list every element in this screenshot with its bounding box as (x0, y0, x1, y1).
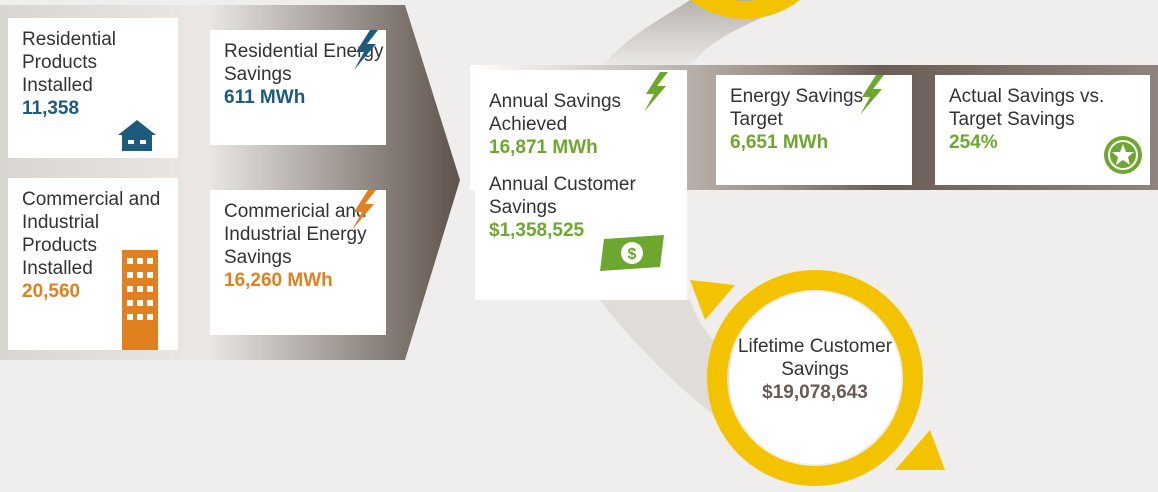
bolt-icon (354, 30, 378, 70)
label: Actual Savings vs. Target Savings (949, 86, 1105, 130)
money-icon: $ (600, 235, 664, 271)
panel: Actual Savings vs. Target Savings 254% (935, 75, 1150, 185)
value: 20,560 (22, 281, 81, 302)
value: 254% (949, 132, 998, 153)
cycle-arrowhead (895, 430, 945, 470)
house-icon (118, 120, 156, 151)
bolt-icon (860, 75, 884, 115)
panel: Commericial and Industrial Energy Saving… (210, 190, 386, 335)
star-icon (1104, 136, 1142, 174)
value: 6,651 MWh (730, 132, 829, 153)
label: Commercial and Industrial Products Insta… (22, 189, 161, 279)
svg-text:$: $ (628, 246, 637, 263)
label: Lifetime Customer Savings (737, 336, 893, 380)
connector (600, 300, 740, 420)
panel: Energy Savings Target 6,651 MWh (716, 75, 912, 185)
cycle-center (729, 292, 901, 464)
value: 16,260 MWh (224, 270, 333, 291)
panel: Residential Energy Savings 611 MWh (210, 30, 386, 145)
panel: Commercial and Industrial Products Insta… (8, 178, 178, 350)
label: Energy Savings Target (730, 86, 864, 130)
bolt-icon (644, 72, 668, 112)
value: 16,871 MWh (489, 137, 598, 158)
cycle-text: Lifetime Customer Savings $19,078,643 (720, 335, 910, 404)
value: 611 MWh (224, 87, 306, 108)
value: $1,358,525 (489, 220, 585, 241)
cycle-ring (690, 0, 800, 19)
cycle-arrowhead (690, 280, 735, 320)
panel: Annual Savings Achieved 16,871 MWh Annua… (475, 70, 687, 300)
label: Residential Products Installed (22, 29, 116, 96)
building-icon (122, 250, 158, 350)
cycle-ring (707, 270, 923, 486)
label: Commericial and Industrial Energy Saving… (224, 201, 367, 268)
panel: Residential Products Installed 11,358 (8, 18, 178, 158)
value: $19,078,643 (762, 382, 868, 403)
value: 11,358 (22, 98, 80, 119)
label: Annual Savings Achieved (489, 91, 622, 135)
bolt-icon (352, 190, 376, 230)
label: Residential Energy Savings (224, 41, 384, 85)
label: Annual Customer Savings (489, 174, 636, 218)
